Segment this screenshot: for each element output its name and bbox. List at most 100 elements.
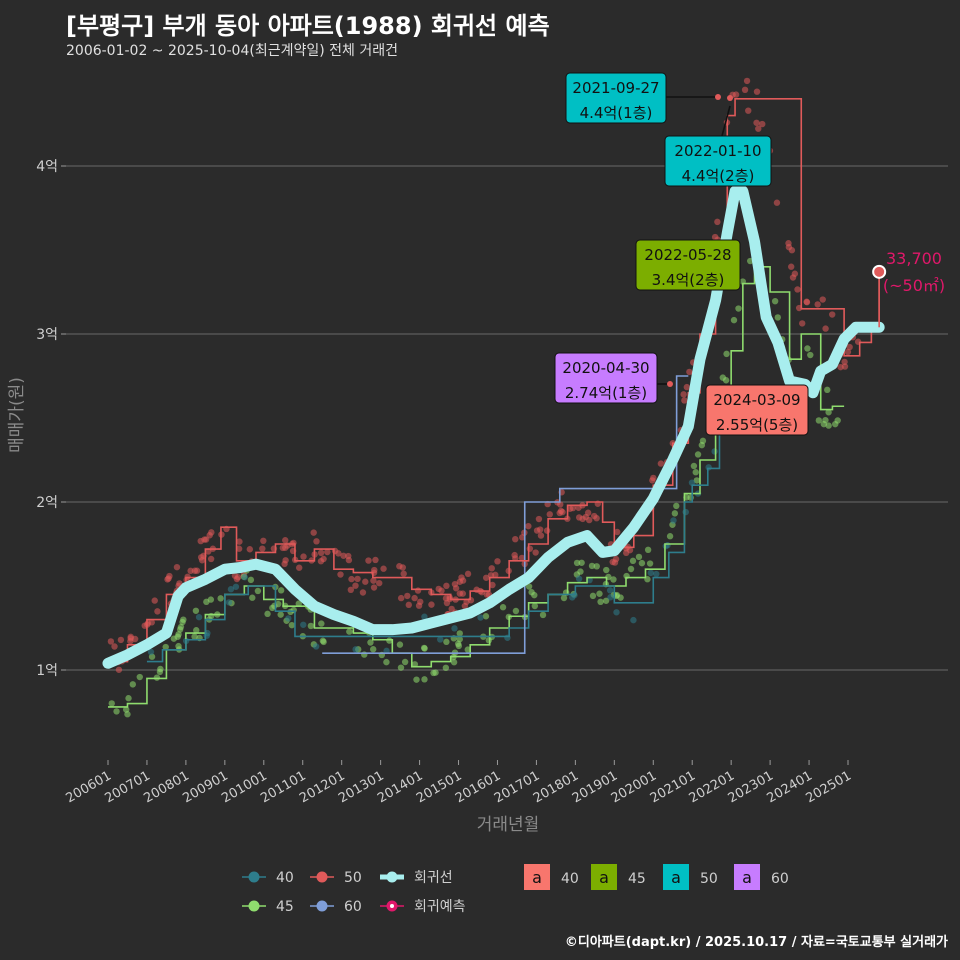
scatter-point-40 <box>232 583 240 590</box>
scatter-point-45 <box>420 644 428 652</box>
scatter-point-45 <box>825 409 832 416</box>
scatter-point-40 <box>670 517 677 524</box>
annotation-box <box>705 384 809 436</box>
legend-box-label-60: 60 <box>771 871 789 887</box>
scatter-point-45 <box>124 711 131 718</box>
annotation-point <box>667 381 673 387</box>
scatter-point-50 <box>443 582 450 590</box>
scatter-point-45 <box>318 620 325 627</box>
scatter-point-50 <box>164 576 171 583</box>
annotations: 33,700 (~50㎡) 2021-09-27 4.4억(1층) 2022-01-10… <box>554 72 945 436</box>
scatter-point-50 <box>680 391 687 398</box>
scatter-point-50 <box>197 537 204 545</box>
scatter-point-50 <box>310 529 317 536</box>
scatter-point-50 <box>526 545 534 552</box>
annotation-point <box>727 95 733 101</box>
scatter-point-50 <box>459 577 467 584</box>
scatter-point-45 <box>693 477 701 484</box>
scatter-point-50 <box>236 538 243 545</box>
scatter-point-50 <box>233 575 241 583</box>
scatter-point-50 <box>148 619 155 626</box>
scatter-point-50 <box>443 599 451 607</box>
scatter-point-50 <box>593 514 600 522</box>
scatter-point-40 <box>227 586 235 593</box>
annotation-point <box>715 94 721 100</box>
scatter-point-40 <box>241 574 248 581</box>
scatter-point-45 <box>157 665 164 673</box>
scatter-point-50 <box>337 571 344 578</box>
scatter-point-45 <box>450 659 458 666</box>
scatter-point-45 <box>629 557 637 565</box>
scatter-point-45 <box>644 546 652 554</box>
legend-box-glyph: a <box>599 868 609 887</box>
scatter-point-50 <box>207 555 215 563</box>
annotation-date: 2020-04-30 <box>562 359 649 377</box>
annotation-box <box>664 135 772 187</box>
scatter-point-50 <box>404 592 411 600</box>
scatter-point-45 <box>148 653 156 660</box>
scatter-point-45 <box>175 642 182 650</box>
annotation-price: 2.55억(5층) <box>716 416 798 434</box>
scatter-point-45 <box>531 591 538 599</box>
scatter-point-45 <box>825 422 832 429</box>
scatter-point-50 <box>428 601 435 608</box>
scatter-point-50 <box>546 511 553 518</box>
scatter-point-50 <box>347 586 355 594</box>
scatter-point-50 <box>340 552 347 559</box>
scatter-point-45 <box>771 297 779 305</box>
legend-box-glyph: a <box>671 868 681 887</box>
scatter-point-50 <box>279 544 287 552</box>
scatter-point-45 <box>162 643 169 651</box>
scatter-point-40 <box>300 621 307 628</box>
annotation-box <box>565 72 667 124</box>
scatter-point-45 <box>396 641 404 648</box>
scatter-point-45 <box>264 610 271 618</box>
scatter-point-45 <box>774 314 782 321</box>
scatter-point-50 <box>376 579 383 587</box>
scatter-point-50 <box>799 320 806 327</box>
scatter-point-40 <box>613 609 620 616</box>
scatter-point-45 <box>499 604 507 611</box>
scatter-point-50 <box>533 527 541 534</box>
scatter-point-50 <box>518 554 526 562</box>
scatter-point-50 <box>348 575 355 583</box>
scatter-point-50 <box>151 597 158 604</box>
legend-label-45: 45 <box>276 899 294 915</box>
forecast-point <box>872 264 887 279</box>
scatter-point-40 <box>352 646 359 653</box>
scatter-point-50 <box>814 301 821 308</box>
scatter-point-45 <box>577 568 584 575</box>
scatter-point-50 <box>417 598 424 605</box>
scatter-point-50 <box>753 88 761 95</box>
scatter-point-45 <box>361 651 368 658</box>
scatter-point-50 <box>803 298 810 305</box>
legend-label-40: 40 <box>276 870 294 886</box>
scatter-point-50 <box>365 557 372 564</box>
scatter-point-50 <box>359 589 367 596</box>
scatter-point-45 <box>525 583 533 590</box>
scatter-point-50 <box>354 575 361 583</box>
scatter-point-45 <box>666 533 674 540</box>
scatter-point-50 <box>511 551 518 559</box>
scatter-point-45 <box>722 377 730 384</box>
scatter-point-45 <box>602 597 610 604</box>
annotation-price: 2.74억(1층) <box>565 384 647 402</box>
scatter-point-50 <box>525 522 532 530</box>
scatter-point-40 <box>225 599 233 606</box>
annotation-box <box>554 352 658 404</box>
scatter-point-50 <box>362 578 369 585</box>
legend-box-60 <box>734 864 760 890</box>
scatter-point-50 <box>205 548 212 555</box>
scatter-point-45 <box>207 596 215 603</box>
x-tick-label: 202501 <box>804 768 854 806</box>
scatter-point-50 <box>841 358 848 366</box>
annotation-price: 4.4억(1층) <box>580 104 653 122</box>
annotation-leader <box>721 105 731 137</box>
chart-subtitle: 2006-01-02 ~ 2025-10-04(최근계약일) 전체 거래건 <box>66 43 398 59</box>
legend-box-40 <box>524 864 550 890</box>
scatter-point-40 <box>569 594 576 601</box>
annotation-price: 4.4억(2층) <box>682 167 755 185</box>
scatter-point-50 <box>111 643 118 650</box>
scatter-point-45 <box>627 565 635 573</box>
scatter-point-50 <box>489 581 496 589</box>
